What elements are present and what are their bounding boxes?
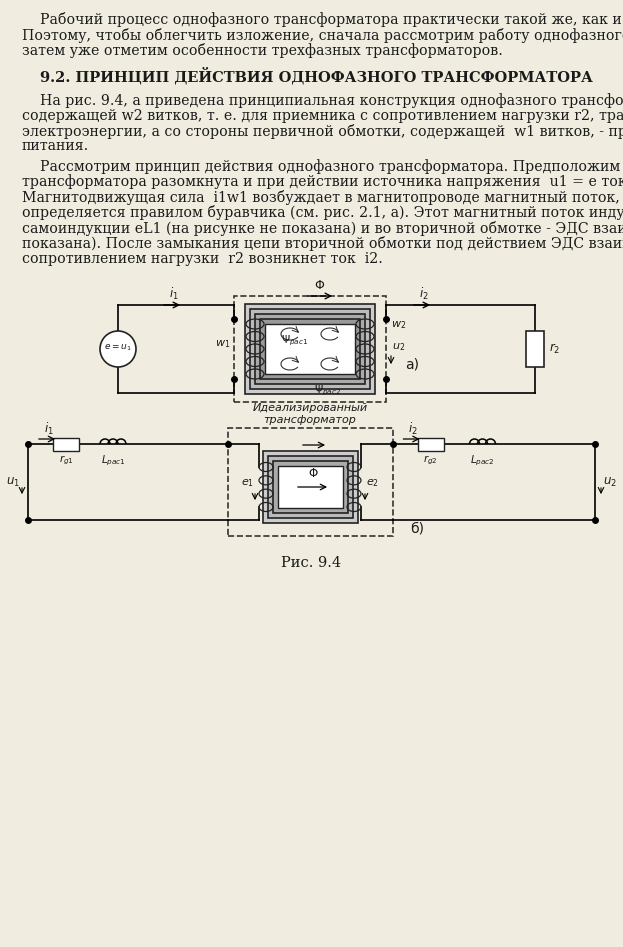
Text: На рис. 9.4, а приведена принципиальная конструкция однофазного трансформатора. : На рис. 9.4, а приведена принципиальная …: [22, 93, 623, 108]
Bar: [255, 314, 365, 384]
Text: 9.2. ПРИНЦИП ДЕЙСТВИЯ ОДНОФАЗНОГО ТРАНСФОРМАТОРА: 9.2. ПРИНЦИП ДЕЙСТВИЯ ОДНОФАЗНОГО ТРАНСФ…: [40, 66, 593, 84]
Text: электроэнергии, а со стороны первичной обмотки, содержащей  w1 витков, - приемни: электроэнергии, а со стороны первичной о…: [22, 123, 623, 138]
Text: $\Phi$: $\Phi$: [308, 467, 318, 480]
Text: питания.: питания.: [22, 139, 89, 153]
Text: Магнитодвижущая сила  i1w1 возбуждает в магнитопроводе магнитный поток, положите: Магнитодвижущая сила i1w1 возбуждает в м…: [22, 189, 623, 205]
Text: $u_2$: $u_2$: [392, 341, 405, 353]
Bar: [267, 456, 353, 518]
Text: показана). После замыкания цепи вторичной обмотки под действием ЭДС взаимной инд: показана). После замыкания цепи вторично…: [22, 236, 623, 251]
Text: $u_1$: $u_1$: [6, 475, 20, 489]
Text: $r_{g2}$: $r_{g2}$: [423, 454, 438, 468]
Text: $i_1$: $i_1$: [169, 286, 179, 302]
Text: $i_2$: $i_2$: [419, 286, 429, 302]
Text: сопротивлением нагрузки  r2 возникнет ток  i2.: сопротивлением нагрузки r2 возникнет ток…: [22, 252, 383, 265]
Bar: [262, 451, 358, 523]
Bar: [227, 428, 392, 536]
Text: $r_2$: $r_2$: [549, 342, 560, 356]
Circle shape: [100, 331, 136, 367]
Bar: [417, 438, 444, 451]
Text: $e{=}u_1$: $e{=}u_1$: [104, 343, 132, 353]
Text: $\Psi_{pac2}$: $\Psi_{pac2}$: [315, 384, 341, 398]
Text: Рис. 9.4: Рис. 9.4: [281, 556, 341, 570]
Text: $w_2$: $w_2$: [391, 319, 406, 331]
Text: определяется правилом буравчика (см. рис. 2.1, а). Этот магнитный поток индуктир: определяется правилом буравчика (см. рис…: [22, 205, 623, 220]
Bar: [526, 331, 544, 367]
Text: трансформатора разомкнута и при действии источника напряжения  u1 = е ток в перв: трансформатора разомкнута и при действии…: [22, 174, 623, 189]
Text: $w_1$: $w_1$: [215, 338, 230, 349]
Text: Поэтому, чтобы облегчить изложение, сначала рассмотрим работу однофазного двух-о: Поэтому, чтобы облегчить изложение, снач…: [22, 27, 623, 43]
Text: $\Psi_{pac1}$: $\Psi_{pac1}$: [282, 333, 308, 348]
Bar: [53, 438, 79, 451]
Text: $u_2$: $u_2$: [603, 475, 617, 489]
Bar: [277, 466, 343, 508]
Text: затем уже отметим особенности трехфазных трансформаторов.: затем уже отметим особенности трехфазных…: [22, 43, 503, 58]
Bar: [234, 296, 386, 402]
Text: $e_1$: $e_1$: [241, 477, 254, 489]
Bar: [272, 461, 348, 513]
Text: $i_2$: $i_2$: [409, 421, 418, 438]
Text: Рассмотрим принцип действия однофазного трансформатора. Предположим сначала, что: Рассмотрим принцип действия однофазного …: [22, 158, 623, 173]
Text: $r_{g1}$: $r_{g1}$: [59, 454, 74, 468]
Bar: [250, 309, 370, 389]
Bar: [265, 324, 355, 374]
Bar: [245, 304, 375, 394]
Text: $i_1$: $i_1$: [44, 421, 54, 438]
Text: $L_{pac1}$: $L_{pac1}$: [100, 454, 125, 469]
Text: $e_2$: $e_2$: [366, 477, 379, 489]
Text: б): б): [411, 521, 424, 535]
Text: Идеализированный
трансформатор: Идеализированный трансформатор: [252, 403, 368, 425]
Text: самоиндукции eL1 (на рисунке не показана) и во вторичной обмотке - ЭДС взаимной : самоиндукции eL1 (на рисунке не показана…: [22, 221, 623, 236]
Bar: [260, 319, 360, 379]
Text: а): а): [405, 357, 419, 371]
Text: $L_{pac2}$: $L_{pac2}$: [470, 454, 495, 469]
Text: Рабочий процесс однофазного трансформатора практически такой же, как и одной фаз: Рабочий процесс однофазного трансформато…: [22, 12, 623, 27]
Text: содержащей w2 витков, т. е. для приемника с сопротивлением нагрузки r2, трансфор: содержащей w2 витков, т. е. для приемник…: [22, 108, 623, 123]
Text: $\Phi$: $\Phi$: [315, 279, 326, 292]
